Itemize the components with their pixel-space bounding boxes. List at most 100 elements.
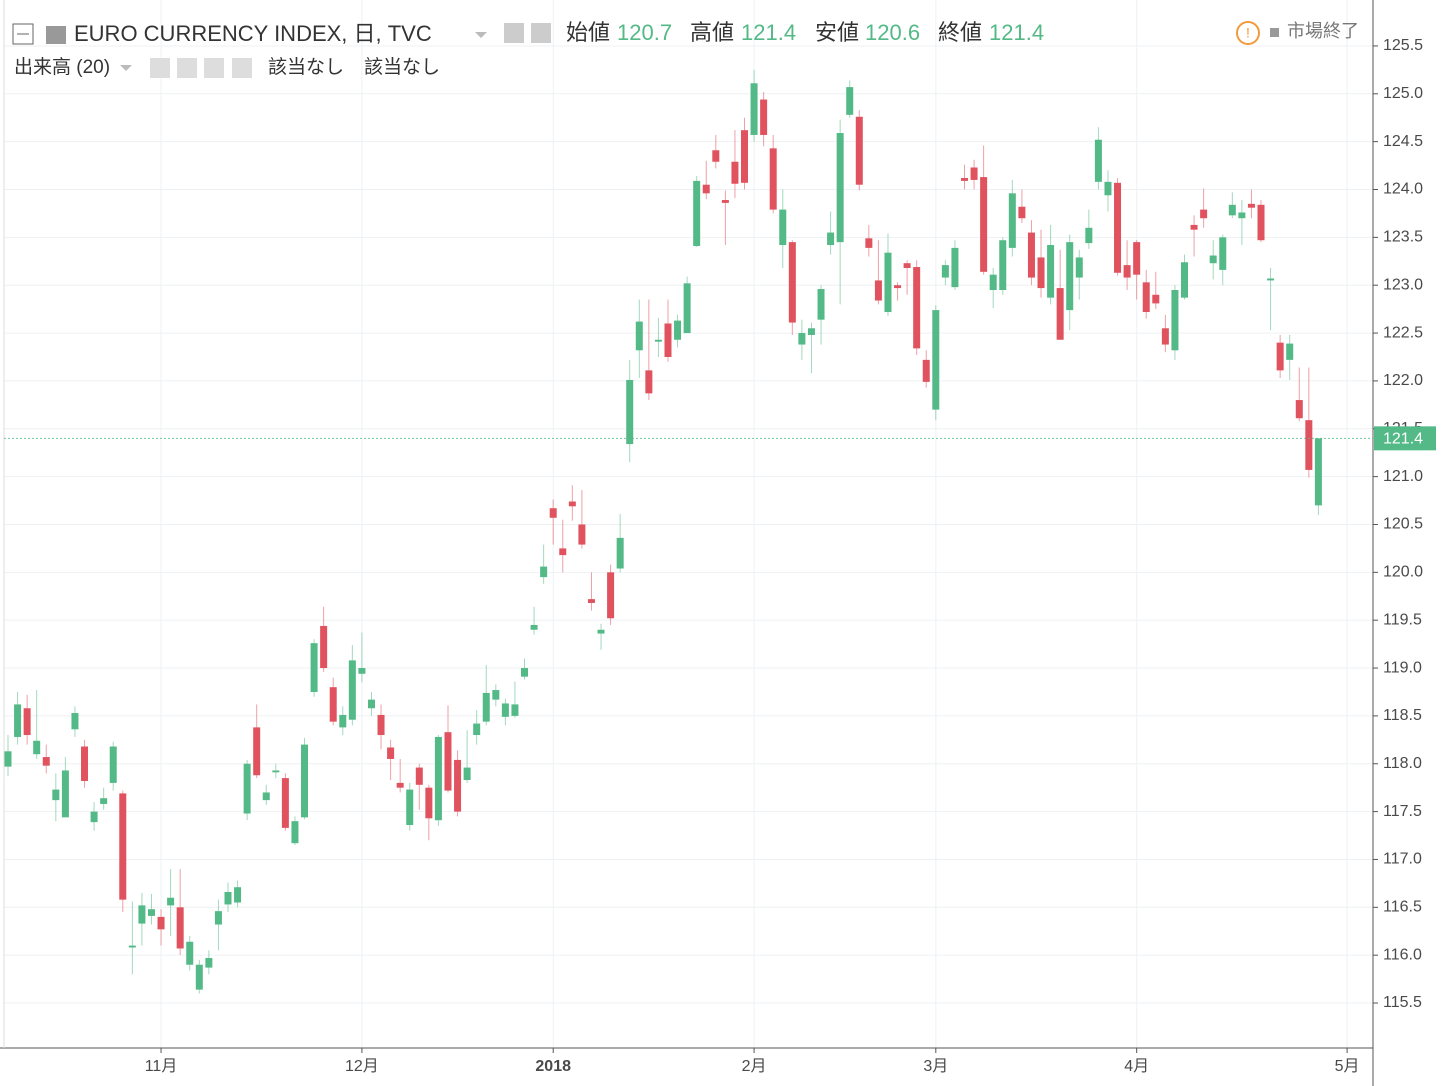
settings-icon[interactable]: [177, 58, 197, 78]
candle-body: [81, 746, 89, 781]
candle-body: [33, 740, 41, 755]
candles: [4, 69, 1322, 994]
dropdown-icon[interactable]: [120, 65, 132, 71]
y-tick-label: 123.0: [1383, 276, 1423, 293]
x-tick-label: 4月: [1124, 1058, 1149, 1075]
candle-body: [568, 501, 576, 507]
candle-body: [1066, 242, 1074, 311]
candle-body: [999, 240, 1007, 290]
candle-body: [272, 770, 280, 773]
symbol-title: EURO CURRENCY INDEX, 日, TVC: [74, 21, 432, 46]
candle-body: [721, 200, 729, 203]
candle-body: [1267, 278, 1275, 281]
last-price-label: 121.4: [1383, 431, 1423, 448]
candle-body: [119, 793, 127, 900]
candle-body: [616, 537, 624, 569]
candle-body: [262, 792, 270, 801]
candle-body: [1276, 342, 1284, 371]
y-tick-label: 116.5: [1383, 899, 1422, 916]
candle-body: [1171, 289, 1179, 351]
warning-icon[interactable]: [1236, 21, 1260, 45]
candle-body: [444, 732, 452, 791]
y-tick-label: 119.0: [1383, 659, 1422, 676]
candle-body: [1247, 203, 1255, 208]
candle-body: [1209, 255, 1217, 264]
y-tick-label: 121.0: [1383, 468, 1423, 485]
collapse-button[interactable]: [12, 23, 34, 45]
open-label: 始値: [566, 20, 610, 45]
candle-body: [224, 891, 232, 905]
candle-body: [683, 283, 691, 334]
candle-body: [434, 736, 442, 821]
y-tick-label: 117.0: [1383, 851, 1422, 868]
candle-body: [377, 714, 385, 736]
last-price-tag: [1374, 426, 1436, 451]
dropdown-icon[interactable]: [475, 32, 487, 38]
candle-body: [855, 116, 863, 185]
settings-icon[interactable]: [531, 23, 551, 43]
high-label: 高値: [690, 20, 734, 45]
x-tick-label: 12月: [345, 1058, 379, 1075]
y-tick-label: 115.5: [1383, 994, 1422, 1011]
flag-icon: [46, 26, 66, 44]
candle-body: [884, 252, 892, 313]
candle-body: [827, 232, 835, 246]
eye-icon[interactable]: [150, 58, 170, 78]
candle-body: [291, 821, 299, 844]
candle-body: [128, 945, 136, 948]
candle-body: [549, 508, 557, 518]
candle-body: [1238, 212, 1246, 219]
candle-body: [760, 99, 768, 135]
candle-body: [798, 333, 806, 345]
candle-body: [1180, 262, 1188, 298]
candle-body: [970, 167, 978, 180]
candle-body: [846, 87, 854, 115]
y-tick-label: 122.0: [1383, 372, 1423, 389]
candle-body: [1228, 204, 1236, 216]
candle-body: [1295, 400, 1303, 419]
candle-body: [109, 746, 117, 783]
price-marker: 121.4: [4, 426, 1436, 451]
volume-value: 該当なし: [268, 56, 344, 78]
candle-body: [980, 177, 988, 272]
x-tick-label: 3月: [923, 1058, 948, 1075]
candle-body: [406, 789, 414, 826]
candle-body: [396, 782, 404, 788]
candle-body: [253, 727, 261, 776]
candle-body: [712, 150, 720, 162]
y-tick-label: 120.0: [1383, 564, 1423, 581]
remove-icon[interactable]: [232, 58, 252, 78]
status-icon: [1270, 28, 1279, 37]
candle-body: [4, 751, 12, 767]
low-value: 120.6: [865, 20, 920, 45]
candle-body: [310, 643, 318, 692]
candle-body: [1075, 257, 1083, 278]
volume-value: 該当なし: [364, 56, 440, 78]
x-tick-label: 2018: [535, 1058, 571, 1075]
candle-body: [1047, 245, 1055, 298]
candle-body: [1027, 232, 1035, 278]
candle-body: [607, 572, 615, 619]
candle-body: [807, 328, 815, 335]
candle-body: [482, 692, 490, 722]
candle-body: [664, 323, 672, 357]
candle-body: [243, 763, 251, 814]
candle-body: [578, 524, 586, 545]
candle-body: [731, 161, 739, 184]
candle-body: [1257, 204, 1265, 241]
candle-body: [1286, 343, 1294, 360]
candle-body: [1161, 328, 1169, 345]
candle-body: [1056, 288, 1064, 340]
y-tick-label: 125.0: [1383, 85, 1423, 102]
candle-body: [387, 747, 395, 759]
eye-icon[interactable]: [504, 23, 524, 43]
candle-body: [587, 599, 595, 603]
candle-body: [492, 690, 500, 700]
add-icon[interactable]: [204, 58, 224, 78]
candle-body: [1314, 438, 1322, 506]
y-tick-label: 118.5: [1383, 707, 1422, 724]
candle-body: [674, 320, 682, 340]
low-label: 安値: [815, 20, 859, 45]
candle-body: [157, 916, 165, 930]
